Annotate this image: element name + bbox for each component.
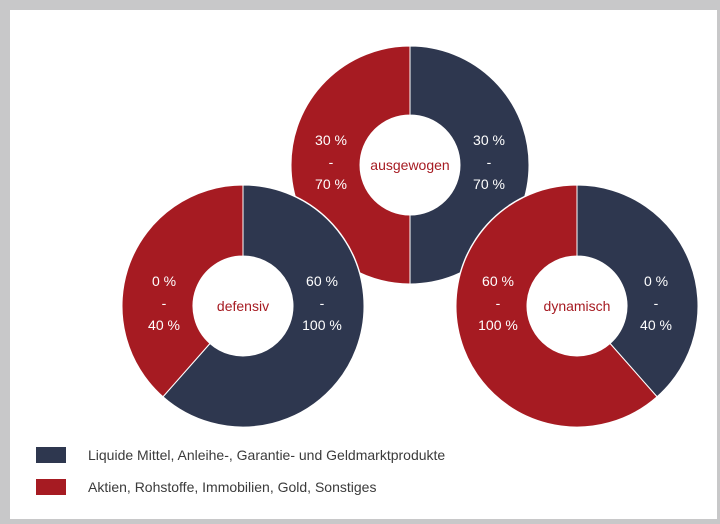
pct-label-line: - bbox=[496, 295, 501, 311]
pct-label-line: 70 % bbox=[315, 176, 347, 192]
legend-item-liquid: Liquide Mittel, Anleihe-, Garantie- und … bbox=[36, 446, 445, 464]
legend-label-liquid: Liquide Mittel, Anleihe-, Garantie- und … bbox=[88, 447, 445, 463]
pct-label-line: 30 % bbox=[473, 132, 505, 148]
donut-defensiv: 60 % - 100 % 0 % - 40 % defensiv bbox=[121, 184, 365, 428]
pct-label-line: 70 % bbox=[473, 176, 505, 192]
donut-ausgewogen-center-label: ausgewogen bbox=[370, 157, 449, 173]
pct-label-line: 0 % bbox=[152, 273, 176, 289]
pct-label-line: 60 % bbox=[306, 273, 338, 289]
legend-swatch-red bbox=[36, 479, 66, 495]
donut-dynamisch-center-label: dynamisch bbox=[544, 298, 611, 314]
pct-label-line: 100 % bbox=[302, 317, 342, 333]
donut-defensiv-center-label: defensiv bbox=[217, 298, 269, 314]
legend-item-equity: Aktien, Rohstoffe, Immobilien, Gold, Son… bbox=[36, 478, 445, 496]
pct-label-line: 40 % bbox=[640, 317, 672, 333]
pct-label-line: - bbox=[162, 295, 167, 311]
legend: Liquide Mittel, Anleihe-, Garantie- und … bbox=[36, 446, 445, 510]
pct-label-line: 60 % bbox=[482, 273, 514, 289]
pct-label-line: 0 % bbox=[644, 273, 668, 289]
chart-panel: 30 % -70 % 30 % -70 % ausgewogen 0 % -40 % 60 %… bbox=[10, 10, 717, 519]
pct-label-line: 40 % bbox=[148, 317, 180, 333]
legend-label-equity: Aktien, Rohstoffe, Immobilien, Gold, Son… bbox=[88, 479, 376, 495]
pct-label-line: 100 % bbox=[478, 317, 518, 333]
legend-swatch-navy bbox=[36, 447, 66, 463]
donut-dynamisch: 0 % - 40 % 60 % - 100 % dynamisch bbox=[455, 184, 699, 428]
pct-label-line: - bbox=[320, 295, 325, 311]
pct-label-line: - bbox=[487, 154, 492, 170]
pct-label-line: - bbox=[329, 154, 334, 170]
pct-label-line: 30 % bbox=[315, 132, 347, 148]
pct-label-line: - bbox=[654, 295, 659, 311]
